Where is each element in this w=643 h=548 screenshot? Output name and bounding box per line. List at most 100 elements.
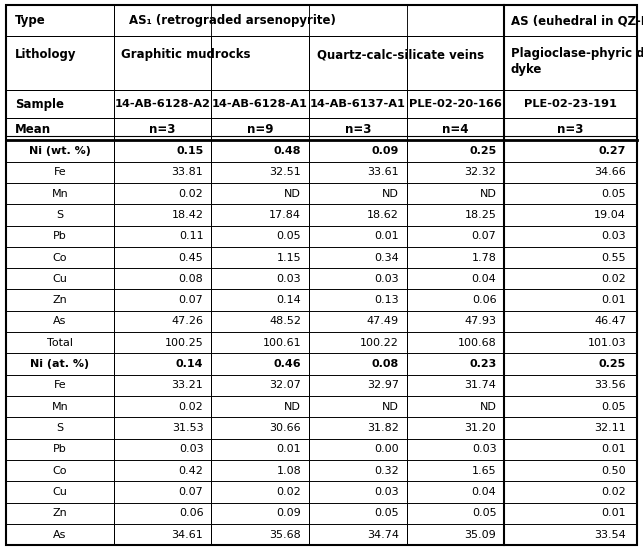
Bar xyxy=(504,183,637,204)
Text: 0.05: 0.05 xyxy=(276,231,301,241)
Bar xyxy=(406,396,504,418)
Bar xyxy=(6,396,114,418)
Bar xyxy=(504,375,637,396)
Bar xyxy=(504,247,637,268)
Text: As: As xyxy=(53,316,67,327)
Text: ND: ND xyxy=(382,402,399,412)
Bar xyxy=(309,396,406,418)
Bar xyxy=(406,162,504,183)
Text: Mn: Mn xyxy=(51,402,68,412)
Text: 1.65: 1.65 xyxy=(472,466,496,476)
Bar xyxy=(504,311,637,332)
Text: 100.61: 100.61 xyxy=(262,338,301,348)
Bar xyxy=(406,311,504,332)
Text: As: As xyxy=(53,529,67,540)
Text: 0.03: 0.03 xyxy=(374,487,399,497)
Bar xyxy=(114,140,211,162)
Text: 0.01: 0.01 xyxy=(601,295,626,305)
Bar xyxy=(309,5,406,36)
Bar xyxy=(114,375,211,396)
Text: 0.06: 0.06 xyxy=(179,509,203,518)
Bar xyxy=(309,247,406,268)
Text: 34.61: 34.61 xyxy=(172,529,203,540)
Bar xyxy=(309,118,406,140)
Bar xyxy=(406,247,504,268)
Text: 0.48: 0.48 xyxy=(273,146,301,156)
Text: 33.81: 33.81 xyxy=(172,167,203,177)
Bar xyxy=(114,353,211,375)
Bar xyxy=(6,481,114,503)
Text: Co: Co xyxy=(53,253,68,262)
Bar xyxy=(406,140,504,162)
Bar xyxy=(406,524,504,545)
Text: 35.68: 35.68 xyxy=(269,529,301,540)
Bar xyxy=(309,226,406,247)
Text: 17.84: 17.84 xyxy=(269,210,301,220)
Text: 19.04: 19.04 xyxy=(594,210,626,220)
Bar xyxy=(114,481,211,503)
Bar xyxy=(211,226,309,247)
Text: 30.66: 30.66 xyxy=(269,423,301,433)
Bar xyxy=(211,396,309,418)
Bar xyxy=(504,204,637,226)
Bar xyxy=(114,311,211,332)
Text: dyke: dyke xyxy=(511,63,542,76)
Text: 0.06: 0.06 xyxy=(472,295,496,305)
Text: Fe: Fe xyxy=(53,167,66,177)
Bar xyxy=(6,439,114,460)
Bar xyxy=(6,5,114,36)
Bar xyxy=(406,118,504,140)
Text: 0.02: 0.02 xyxy=(276,487,301,497)
Bar xyxy=(114,226,211,247)
Bar xyxy=(211,332,309,353)
Bar xyxy=(6,140,114,162)
Text: Cu: Cu xyxy=(53,487,68,497)
Bar xyxy=(309,353,406,375)
Text: S: S xyxy=(57,423,64,433)
Bar xyxy=(504,439,637,460)
Text: 32.32: 32.32 xyxy=(464,167,496,177)
Text: 47.93: 47.93 xyxy=(464,316,496,327)
Bar xyxy=(6,332,114,353)
Text: 14-AB-6128-A1: 14-AB-6128-A1 xyxy=(212,99,308,110)
Text: Ni (wt. %): Ni (wt. %) xyxy=(29,146,91,156)
Text: S: S xyxy=(57,210,64,220)
Text: 0.05: 0.05 xyxy=(601,402,626,412)
Text: 32.51: 32.51 xyxy=(269,167,301,177)
Text: 0.08: 0.08 xyxy=(179,274,203,284)
Bar xyxy=(114,183,211,204)
Bar xyxy=(114,204,211,226)
Bar xyxy=(406,204,504,226)
Text: 34.74: 34.74 xyxy=(367,529,399,540)
Bar xyxy=(6,247,114,268)
Bar xyxy=(114,5,211,36)
Text: Total: Total xyxy=(47,338,73,348)
Text: 0.50: 0.50 xyxy=(601,466,626,476)
Text: 0.07: 0.07 xyxy=(179,295,203,305)
Text: 0.32: 0.32 xyxy=(374,466,399,476)
Bar xyxy=(406,503,504,524)
Bar xyxy=(211,36,309,90)
Text: 0.27: 0.27 xyxy=(599,146,626,156)
Bar xyxy=(6,36,114,90)
Text: 0.05: 0.05 xyxy=(472,509,496,518)
Bar xyxy=(309,332,406,353)
Text: 31.53: 31.53 xyxy=(172,423,203,433)
Text: 18.42: 18.42 xyxy=(172,210,203,220)
Bar xyxy=(406,481,504,503)
Text: 100.68: 100.68 xyxy=(458,338,496,348)
Bar xyxy=(309,90,406,118)
Text: n=4: n=4 xyxy=(442,123,469,136)
Text: 32.07: 32.07 xyxy=(269,380,301,390)
Bar xyxy=(211,90,309,118)
Text: ND: ND xyxy=(284,189,301,198)
Bar xyxy=(504,418,637,439)
Text: ND: ND xyxy=(284,402,301,412)
Text: 18.25: 18.25 xyxy=(464,210,496,220)
Text: 47.49: 47.49 xyxy=(367,316,399,327)
Text: 0.03: 0.03 xyxy=(601,231,626,241)
Bar xyxy=(211,375,309,396)
Bar xyxy=(504,460,637,481)
Bar xyxy=(211,353,309,375)
Text: 0.23: 0.23 xyxy=(469,359,496,369)
